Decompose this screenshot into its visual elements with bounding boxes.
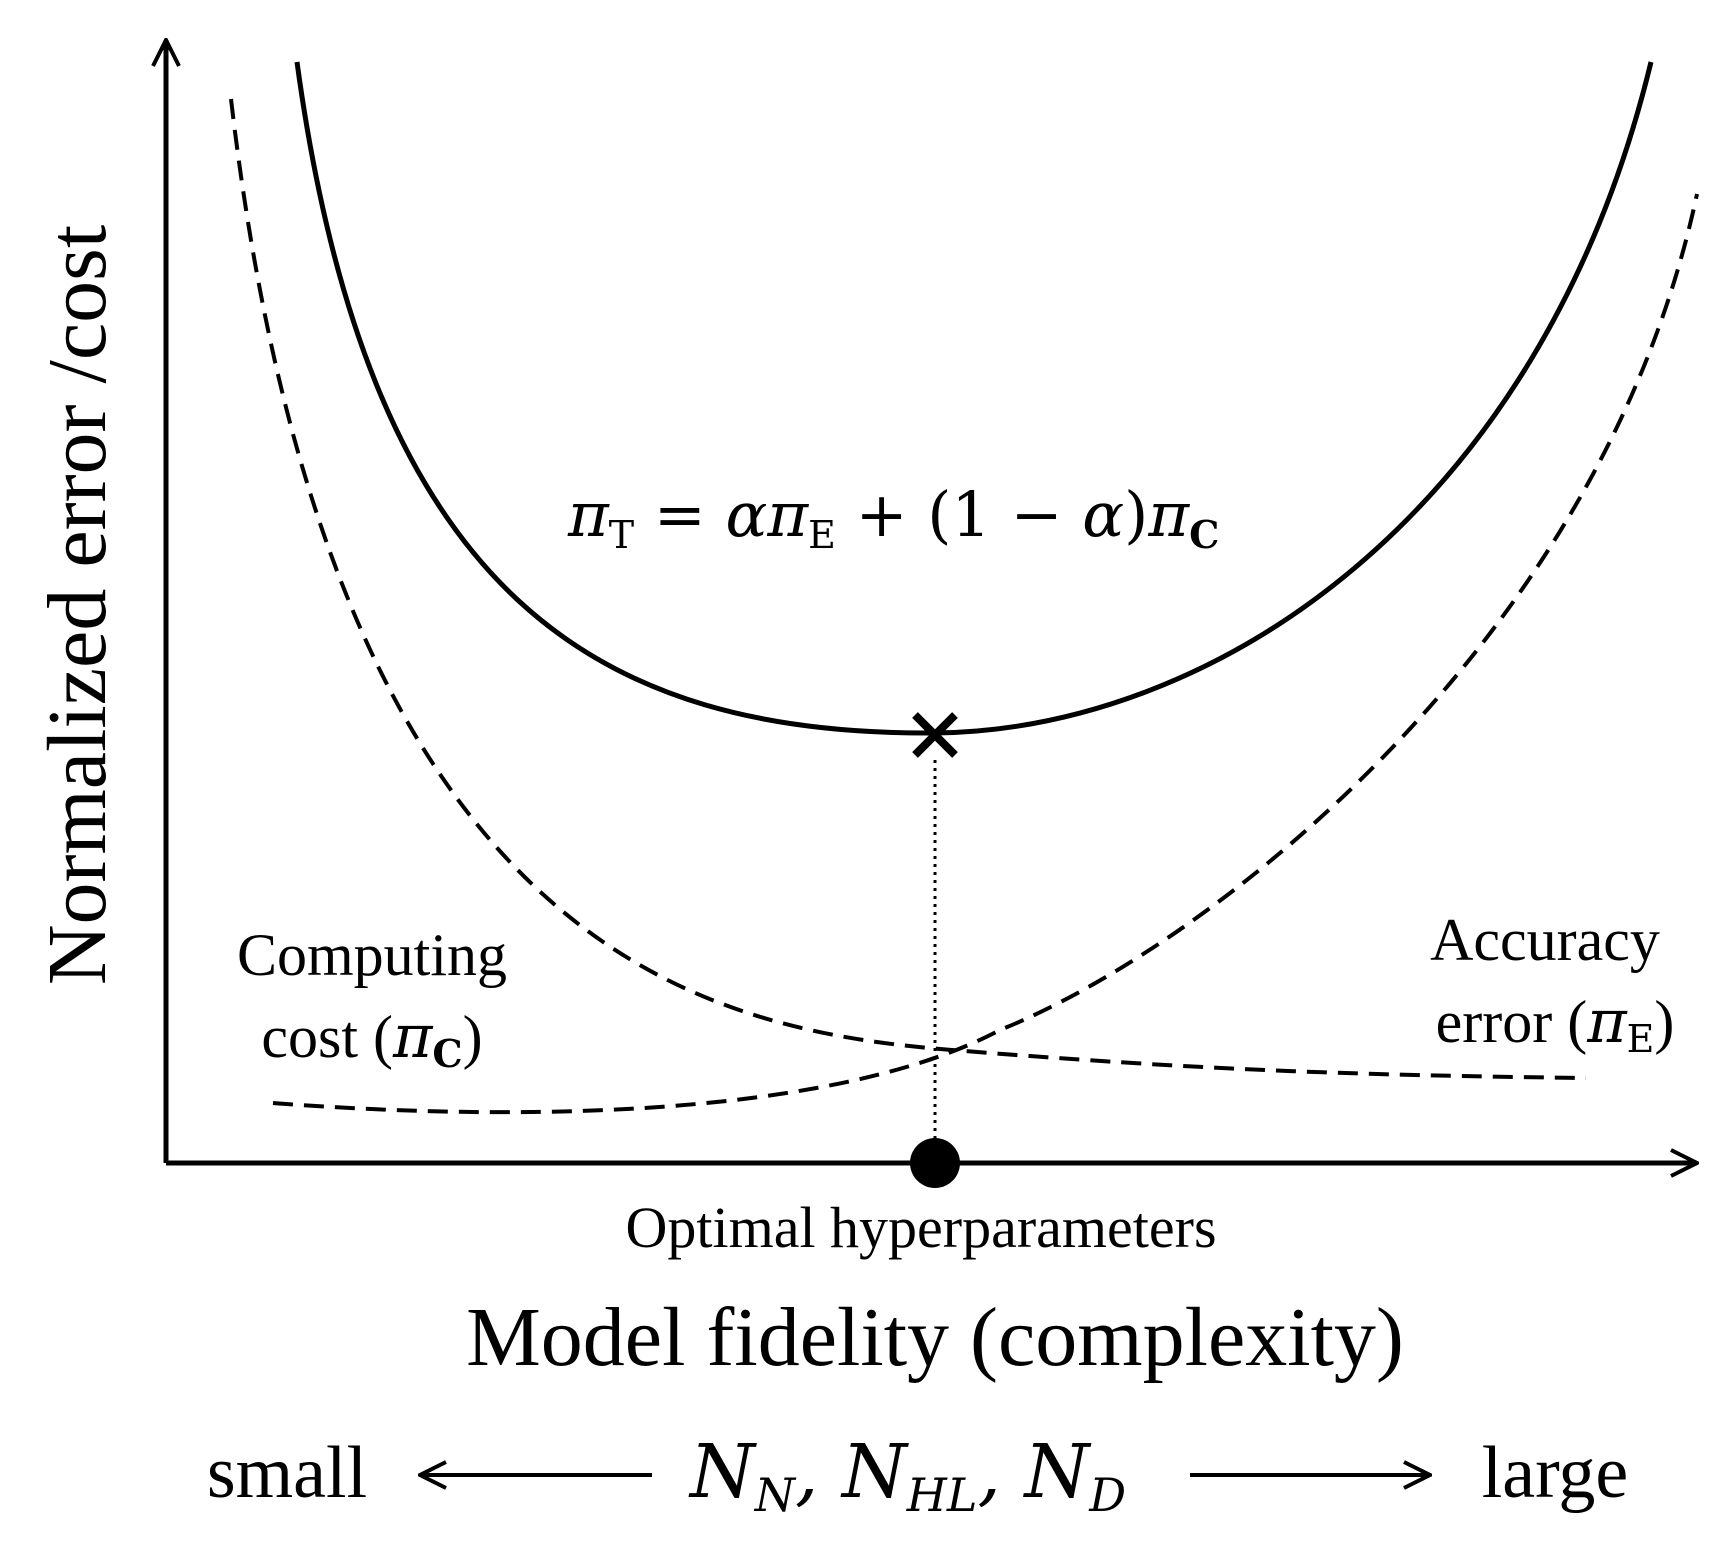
scale-variables: NN, NHL, ND — [688, 1429, 1126, 1522]
scale-large-label: large — [1482, 1432, 1629, 1514]
optimum-label: Optimal hyperparameters — [625, 1195, 1216, 1260]
x-axis-label: Model fidelity (complexity) — [466, 1291, 1404, 1384]
computing-cost-label-line1: Computing — [237, 922, 507, 988]
accuracy-error-label-line2: error (πE) — [1436, 987, 1675, 1061]
scale-small-label: small — [207, 1432, 367, 1514]
total-equation: πT = απE + (1 − α)πC — [567, 478, 1219, 557]
accuracy-error-label-line1: Accuracy — [1430, 907, 1660, 973]
optimum-dot — [910, 1138, 960, 1188]
y-axis-label: Normalized error /cost — [31, 225, 124, 985]
total-cost-curve — [294, 61, 1654, 736]
computing-cost-label-line2: cost (πC) — [261, 1002, 482, 1076]
accuracy-error-curve — [272, 193, 1699, 1115]
cross-icon — [912, 712, 958, 758]
